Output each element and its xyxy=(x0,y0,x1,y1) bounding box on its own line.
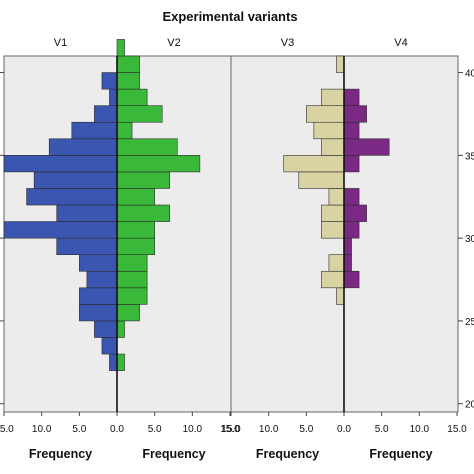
x-tick-label-1-5: 10.0 xyxy=(183,424,203,435)
bar-v3-37.5 xyxy=(306,105,345,123)
bar-v1-28.5 xyxy=(79,254,118,272)
bar-v4-29.5 xyxy=(343,237,352,255)
bar-v3-27.5 xyxy=(321,270,345,289)
bar-v3-31.5 xyxy=(321,204,345,222)
variant-label-v3: V3 xyxy=(281,37,294,49)
x-tick-label-2-1: 10.0 xyxy=(259,424,279,435)
bar-v4-27.5 xyxy=(343,270,360,289)
x-tick-label-2-6: 15.0 xyxy=(447,424,467,435)
bar-v4-37.5 xyxy=(343,105,367,123)
bar-v3-38.5 xyxy=(321,88,345,106)
bar-v2-41.5 xyxy=(116,39,125,57)
bar-v2-30.5 xyxy=(116,221,155,239)
y-tick-label-25: 25 xyxy=(465,317,474,328)
bar-v4-36.5 xyxy=(343,121,360,140)
bar-v2-35.5 xyxy=(116,138,178,156)
bar-v2-25.5 xyxy=(116,304,140,322)
x-tick-label-2-4: 5.0 xyxy=(375,424,389,435)
bar-v1-35.5 xyxy=(48,138,118,156)
bar-v3-28.5 xyxy=(328,254,345,272)
bar-v3-30.5 xyxy=(321,221,345,239)
bar-v4-32.5 xyxy=(343,188,360,206)
bar-v3-40.5 xyxy=(336,55,345,73)
bar-v1-31.5 xyxy=(56,204,118,222)
y-tick-label-20: 20 xyxy=(465,400,474,411)
plot-layer: V1 V2 V3 V4 20 25 30 35 40 15.0 10.0 5.0 0.0 5.0 10.0 1… xyxy=(0,37,474,461)
bar-v4-28.5 xyxy=(343,254,352,272)
x-tick-label-1-1: 10.0 xyxy=(32,424,52,435)
y-tick-label-35: 35 xyxy=(465,151,474,162)
variant-label-v4: V4 xyxy=(394,37,407,49)
bar-v4-34.5 xyxy=(343,155,360,173)
bar-v3-32.5 xyxy=(328,188,345,206)
bar-v3-35.5 xyxy=(321,138,345,156)
bar-v2-38.5 xyxy=(116,88,148,106)
bar-v1-37.5 xyxy=(94,105,118,123)
bar-v2-24.5 xyxy=(116,320,125,338)
bar-v2-31.5 xyxy=(116,204,171,222)
bar-v1-27.5 xyxy=(86,270,118,289)
bar-v1-29.5 xyxy=(56,237,118,255)
bar-v2-28.5 xyxy=(116,254,148,272)
bar-v2-22.5 xyxy=(116,353,125,371)
bar-v1-34.5 xyxy=(3,155,118,173)
bar-v2-32.5 xyxy=(116,188,155,206)
x-tick-label-2-2: 5.0 xyxy=(299,424,313,435)
bar-v1-25.5 xyxy=(79,304,118,322)
bar-v1-22.5 xyxy=(109,353,118,371)
bar-v1-33.5 xyxy=(33,171,118,189)
x-axis-label-1-1: Frequency xyxy=(29,447,92,461)
bar-v4-38.5 xyxy=(343,88,360,106)
bar-v1-30.5 xyxy=(3,221,118,239)
x-tick-label-1-0: 15.0 xyxy=(0,424,14,435)
bar-v4-30.5 xyxy=(343,221,360,239)
bar-v3-33.5 xyxy=(298,171,345,189)
x-tick-label-1-4: 5.0 xyxy=(148,424,162,435)
bar-v3-34.5 xyxy=(283,155,345,173)
x-tick-label-1-6: 15.0 xyxy=(220,424,240,435)
x-tick-label-1-2: 5.0 xyxy=(72,424,86,435)
x-axis-label-1-2: Frequency xyxy=(142,447,205,461)
y-tick-label-40: 40 xyxy=(465,69,474,80)
bar-v2-33.5 xyxy=(116,171,171,189)
x-axis-label-2-2: Frequency xyxy=(369,447,432,461)
x-tick-label-2-5: 10.0 xyxy=(410,424,430,435)
bar-v1-39.5 xyxy=(101,72,118,90)
bar-v3-26.5 xyxy=(336,287,345,305)
x-axis-label-2-1: Frequency xyxy=(256,447,319,461)
bar-v1-38.5 xyxy=(109,88,118,106)
bar-v3-36.5 xyxy=(313,121,345,140)
variant-label-v2: V2 xyxy=(167,37,180,49)
x-tick-label-2-0: 15.0 xyxy=(221,424,241,435)
bar-v2-29.5 xyxy=(116,237,155,255)
bar-v1-32.5 xyxy=(26,188,118,206)
bar-v1-23.5 xyxy=(101,337,118,355)
bar-v2-36.5 xyxy=(116,121,133,140)
bar-v2-27.5 xyxy=(116,270,148,289)
variant-label-v1: V1 xyxy=(54,37,67,49)
bar-v2-37.5 xyxy=(116,105,163,123)
bar-v2-40.5 xyxy=(116,55,140,73)
chart-title: Experimental variants xyxy=(162,9,297,24)
y-tick-label-30: 30 xyxy=(465,234,474,245)
x-tick-label-2-3: 0.0 xyxy=(337,424,351,435)
bar-v2-34.5 xyxy=(116,155,201,173)
bar-v2-39.5 xyxy=(116,72,140,90)
bar-v2-26.5 xyxy=(116,287,148,305)
bar-v4-31.5 xyxy=(343,204,367,222)
bar-v4-35.5 xyxy=(343,138,390,156)
bar-v1-36.5 xyxy=(71,121,118,140)
x-tick-label-1-3: 0.0 xyxy=(110,424,124,435)
bar-v1-26.5 xyxy=(79,287,118,305)
bar-v1-24.5 xyxy=(94,320,118,338)
